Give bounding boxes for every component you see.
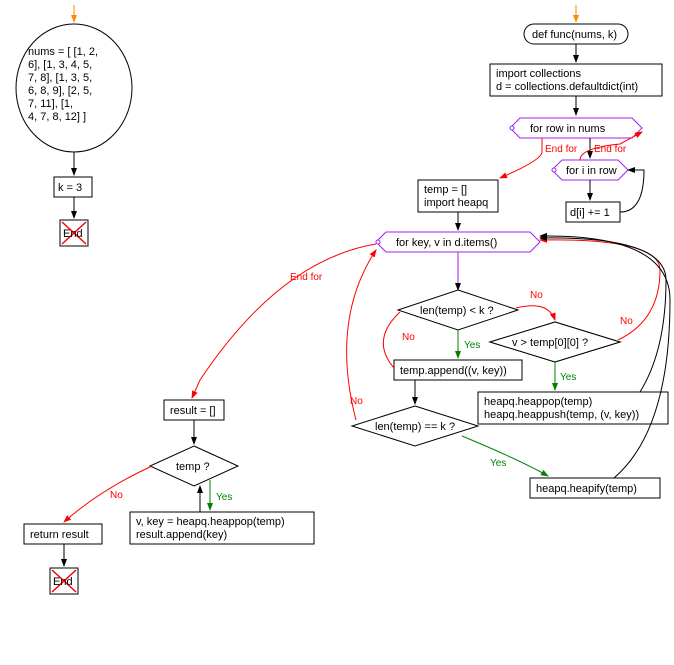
- svg-text:v > temp[0][0] ?: v > temp[0][0] ?: [512, 337, 588, 349]
- svg-text:Yes: Yes: [560, 372, 576, 383]
- svg-text:End: End: [63, 228, 83, 240]
- svg-text:len(temp) == k ?: len(temp) == k ?: [375, 421, 455, 433]
- flowchart-svg: nums = [ [1, 2, 6], [1, 3, 4, 5, 7, 8], …: [0, 0, 674, 665]
- svg-text:No: No: [110, 490, 123, 501]
- svg-text:temp ?: temp ?: [176, 461, 210, 473]
- svg-text:return result: return result: [30, 529, 89, 541]
- svg-text:heapq.heapify(temp): heapq.heapify(temp): [536, 483, 637, 495]
- func-def-label: def func(nums, k): [532, 29, 617, 41]
- svg-text:result = []: result = []: [170, 405, 216, 417]
- svg-text:Yes: Yes: [490, 458, 506, 469]
- svg-text:d[i] += 1: d[i] += 1: [570, 207, 610, 219]
- svg-text:No: No: [620, 316, 633, 327]
- svg-text:No: No: [530, 290, 543, 301]
- right-end-node: End: [50, 568, 78, 594]
- svg-text:temp.append((v, key)): temp.append((v, key)): [400, 365, 507, 377]
- svg-text:len(temp) < k ?: len(temp) < k ?: [420, 305, 494, 317]
- svg-text:Yes: Yes: [464, 340, 480, 351]
- svg-text:for i in row: for i in row: [566, 165, 617, 177]
- k-label: k = 3: [58, 182, 82, 194]
- svg-text:End for: End for: [545, 144, 578, 155]
- left-end-node: End: [60, 220, 88, 246]
- svg-text:No: No: [350, 396, 363, 407]
- svg-text:for key, v in d.items(): for key, v in d.items(): [396, 237, 497, 249]
- svg-text:No: No: [402, 332, 415, 343]
- svg-text:End: End: [53, 576, 73, 588]
- svg-text:End for: End for: [290, 272, 323, 283]
- svg-text:for row in nums: for row in nums: [530, 123, 606, 135]
- svg-text:Yes: Yes: [216, 492, 232, 503]
